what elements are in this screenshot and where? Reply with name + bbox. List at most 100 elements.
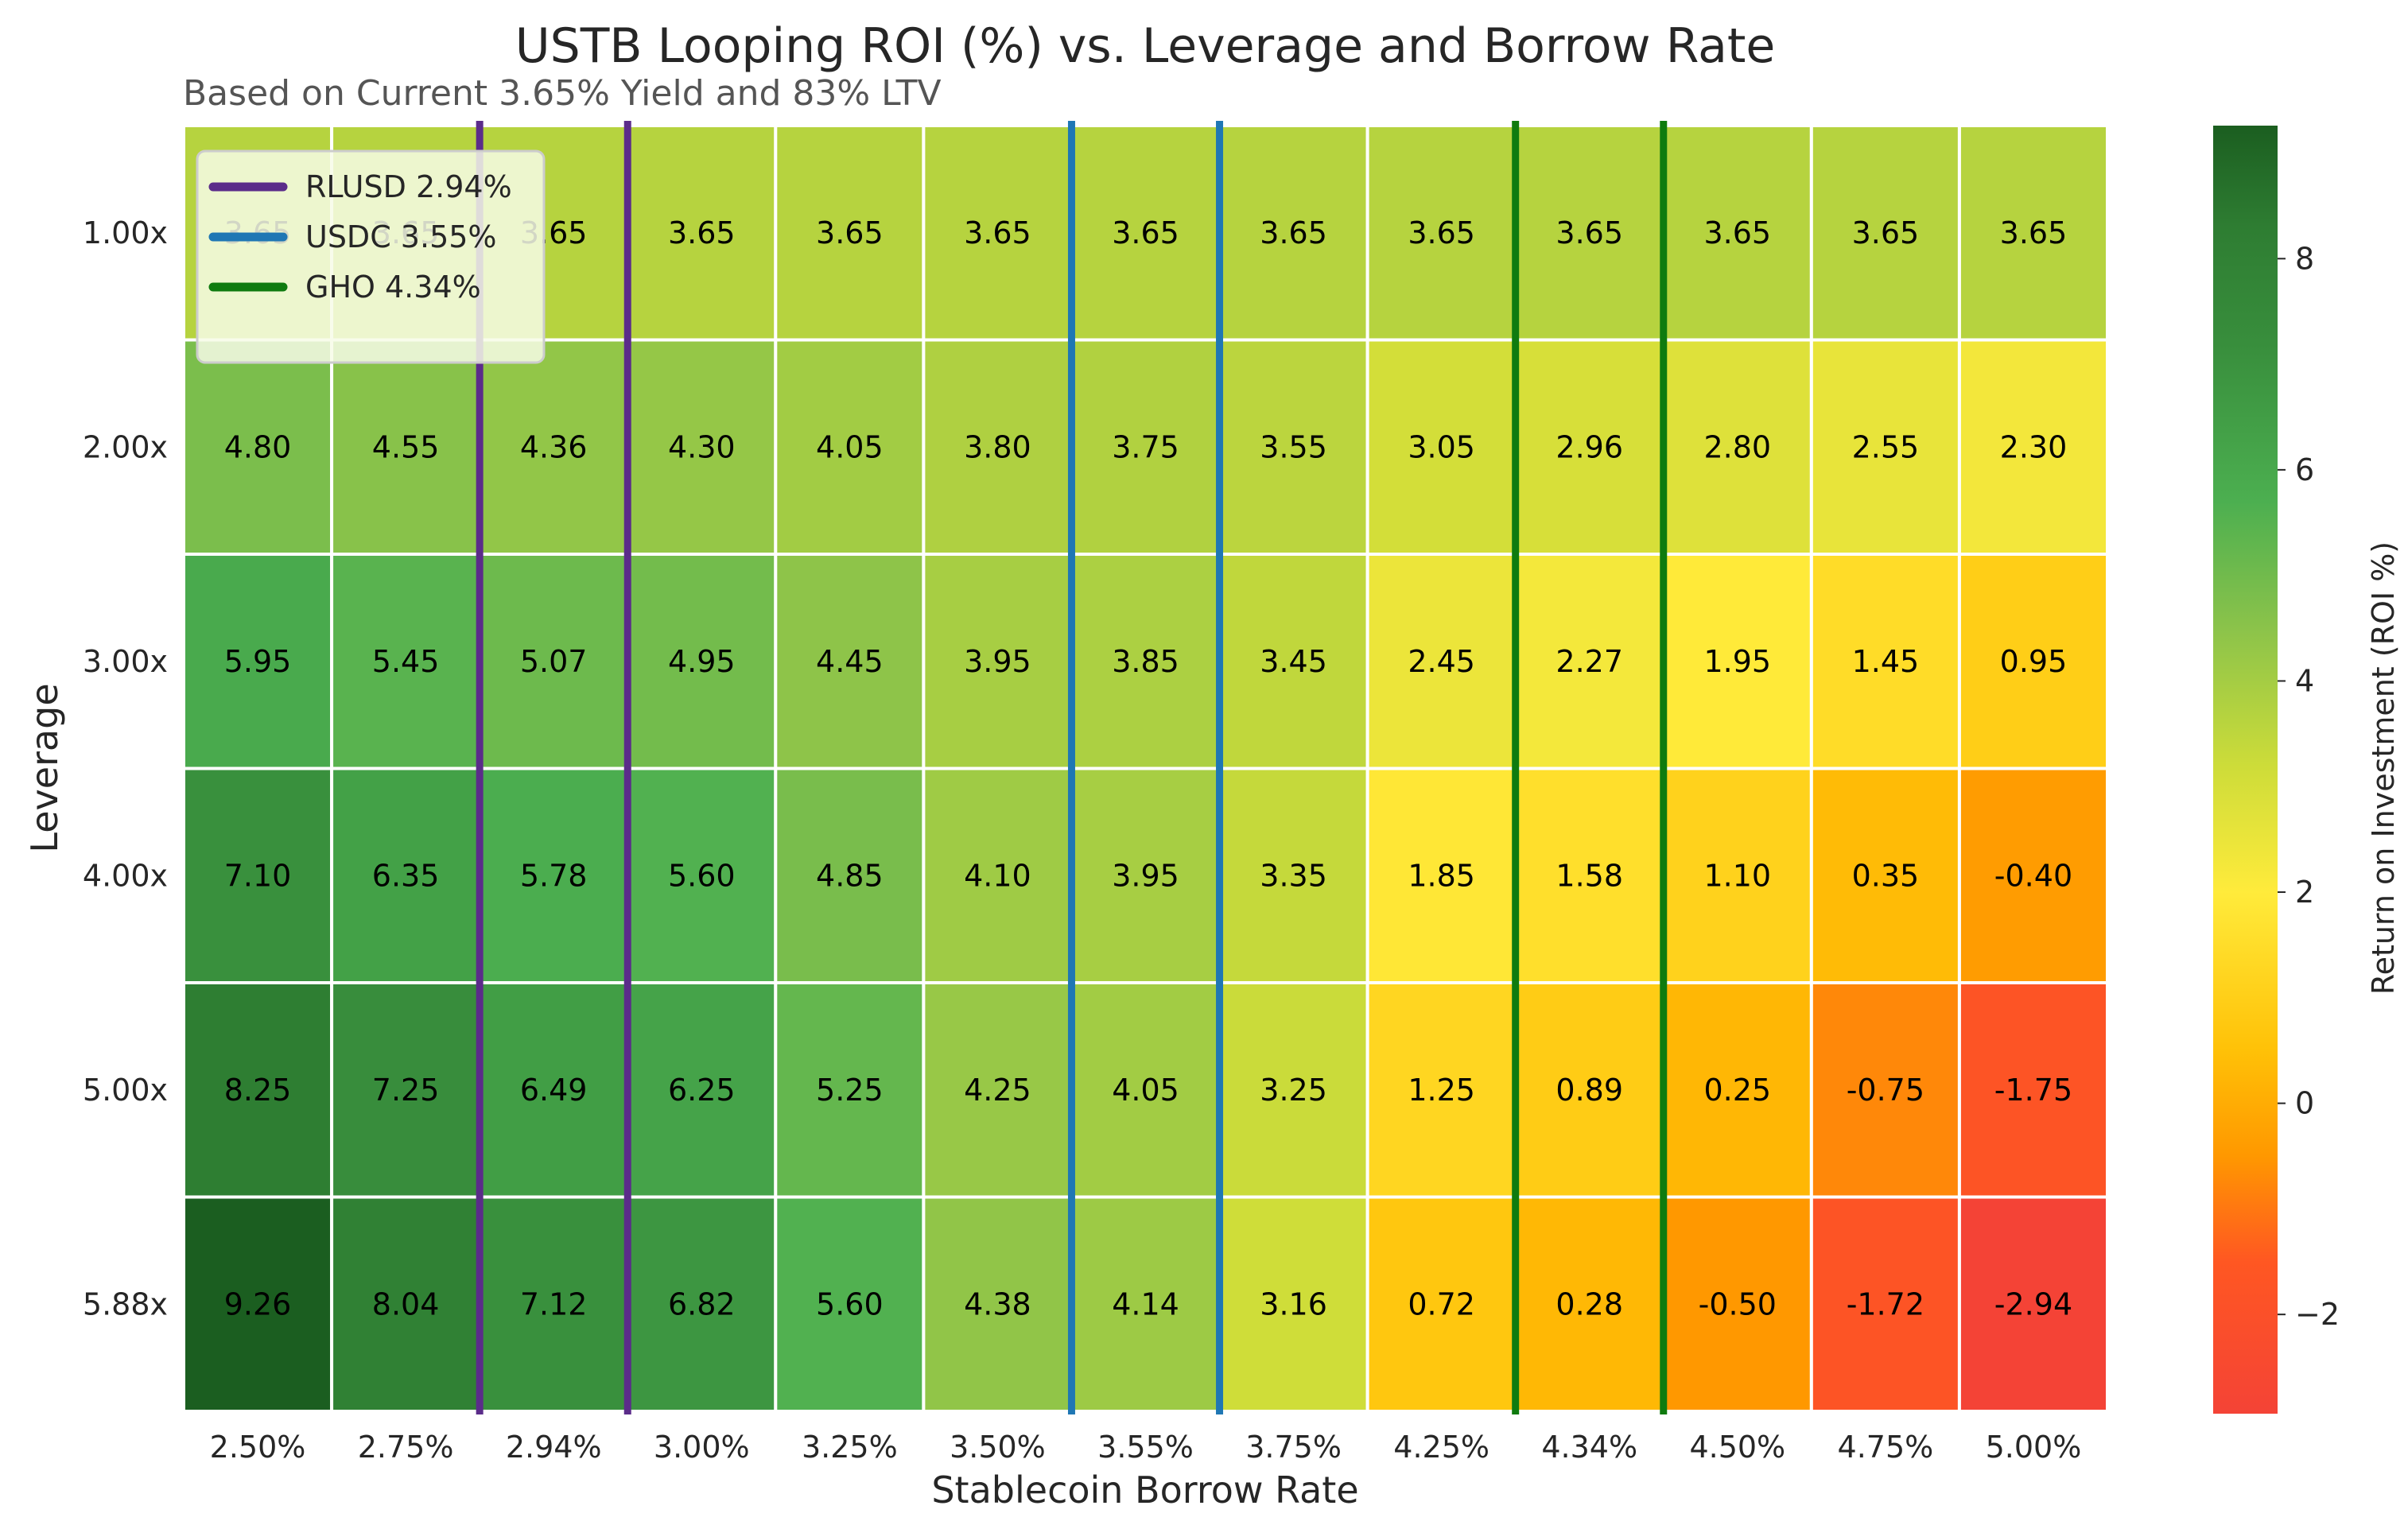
cell-value-label: 4.05 [1112,1073,1179,1108]
heatmap-cell [1365,338,1517,556]
heatmap-cell [1070,338,1221,556]
cell-value-label: 3.95 [964,644,1031,679]
cell-value-label: 1.58 [1555,858,1623,893]
heatmap-cell [922,766,1074,984]
colorbar-ticks: −2 0 2 4 6 8 [2278,241,2340,1332]
cell-value-label: 3.65 [1704,215,1772,250]
heatmap-cell [1809,1195,1961,1413]
cell-value-label: 5.25 [816,1073,884,1108]
cell-value-label: 4.80 [224,429,292,464]
heatmap-cell [1957,1195,2110,1413]
cell-value-label: 8.04 [372,1286,440,1321]
cell-value-label: 6.25 [668,1073,736,1108]
heatmap-cell [774,1195,926,1413]
heatmap-cell [1809,981,1961,1199]
heatmap-cell [478,1195,630,1413]
cell-value-label: 4.30 [668,429,736,464]
heatmap-cell [1809,338,1961,556]
cell-value-label: 1.25 [1408,1073,1475,1108]
x-tick-label: 3.55% [1097,1430,1194,1465]
cell-value-label: 3.80 [964,429,1031,464]
cell-value-label: 5.07 [520,644,588,679]
cell-value-label: 0.95 [2000,644,2068,679]
cell-value-label: 3.95 [1112,858,1179,893]
cell-value-label: -0.40 [1994,858,2072,893]
cell-value-label: 0.35 [1852,858,1920,893]
cell-value-label: 6.49 [520,1073,588,1108]
heatmap-cell [922,338,1074,556]
cell-value-label: 4.14 [1112,1286,1179,1321]
heatmap-cell [182,981,334,1199]
cell-value-label: 3.65 [1852,215,1920,250]
heatmap-cell [1957,766,2110,984]
cell-value-label: 2.45 [1408,644,1475,679]
heatmap-cell [1809,766,1961,984]
heatmap-cell [1070,766,1221,984]
heatmap-cell [922,124,1074,342]
cell-value-label: 3.65 [2000,215,2068,250]
cell-value-label: 9.26 [224,1286,292,1321]
cell-value-label: 3.16 [1260,1286,1327,1321]
colorbar-tick-label: 0 [2295,1086,2314,1121]
cell-value-label: -0.75 [1847,1073,1924,1108]
cell-value-label: 4.45 [816,644,884,679]
reference-lines [476,121,1668,1414]
cell-value-label: 0.72 [1408,1286,1475,1321]
heatmap-cell [1218,338,1369,556]
cell-value-label: 3.65 [1555,215,1623,250]
y-tick-label: 5.00x [83,1073,168,1108]
heatmap-cell [478,766,630,984]
cell-value-label: 4.36 [520,429,588,464]
x-tick-label: 4.75% [1838,1430,1934,1465]
x-tick-label: 2.50% [210,1430,306,1465]
heatmap-cell [182,1195,334,1413]
y-tick-label: 5.88x [83,1286,168,1321]
cell-value-label: 5.60 [816,1286,884,1321]
heatmap-cell [1218,1195,1369,1413]
cell-value-label: 3.65 [1112,215,1179,250]
y-tick-label: 3.00x [83,644,168,679]
cell-value-label: 7.25 [372,1073,440,1108]
cell-value-label: -1.75 [1994,1073,2072,1108]
cell-value-label: 3.65 [668,215,736,250]
y-axis-ticks: 1.00x 2.00x 3.00x 4.00x 5.00x 5.88x [83,215,168,1322]
heatmap-cell [1513,338,1665,556]
cell-value-label: 5.95 [224,644,292,679]
x-tick-label: 2.75% [358,1430,454,1465]
cell-value-label: 5.60 [668,858,736,893]
heatmap-cell [330,981,482,1199]
heatmap-cell [1513,1195,1665,1413]
legend: RLUSD 2.94% USDC 3.55% GHO 4.34% [196,149,546,364]
cell-value-label: -0.50 [1699,1286,1777,1321]
y-tick-label: 1.00x [83,215,168,250]
heatmap-cell [1513,553,1665,770]
heatmap-cell [1661,553,1813,770]
cell-value-label: 4.10 [964,858,1031,893]
cell-value-label: 3.65 [964,215,1031,250]
cell-value-label: 7.10 [224,858,292,893]
heatmap-cell [774,553,926,770]
cell-value-label: 3.85 [1112,644,1179,679]
cell-value-label: 3.75 [1112,429,1179,464]
x-axis-label: Stablecoin Borrow Rate [931,1469,1358,1511]
cell-value-label: 4.38 [964,1286,1031,1321]
cell-value-label: 3.65 [816,215,884,250]
heatmap-cell [1513,124,1665,342]
heatmap-cell [1513,766,1665,984]
x-tick-label: 4.34% [1541,1430,1637,1465]
x-tick-label: 4.25% [1393,1430,1489,1465]
colorbar [2213,126,2278,1414]
y-tick-label: 4.00x [83,858,168,893]
cell-value-label: 1.45 [1852,644,1920,679]
cell-value-label: 1.10 [1704,858,1772,893]
heatmap-cell [330,1195,482,1413]
legend-entry: GHO 4.34% [305,270,481,305]
heatmap-cell [1661,766,1813,984]
cell-value-label: 7.12 [520,1286,588,1321]
heatmap-cell [330,553,482,770]
cell-value-label: 3.65 [1408,215,1475,250]
cell-value-label: 6.82 [668,1286,736,1321]
cell-value-label: 4.25 [964,1073,1031,1108]
colorbar-tick-label: 6 [2295,452,2314,487]
